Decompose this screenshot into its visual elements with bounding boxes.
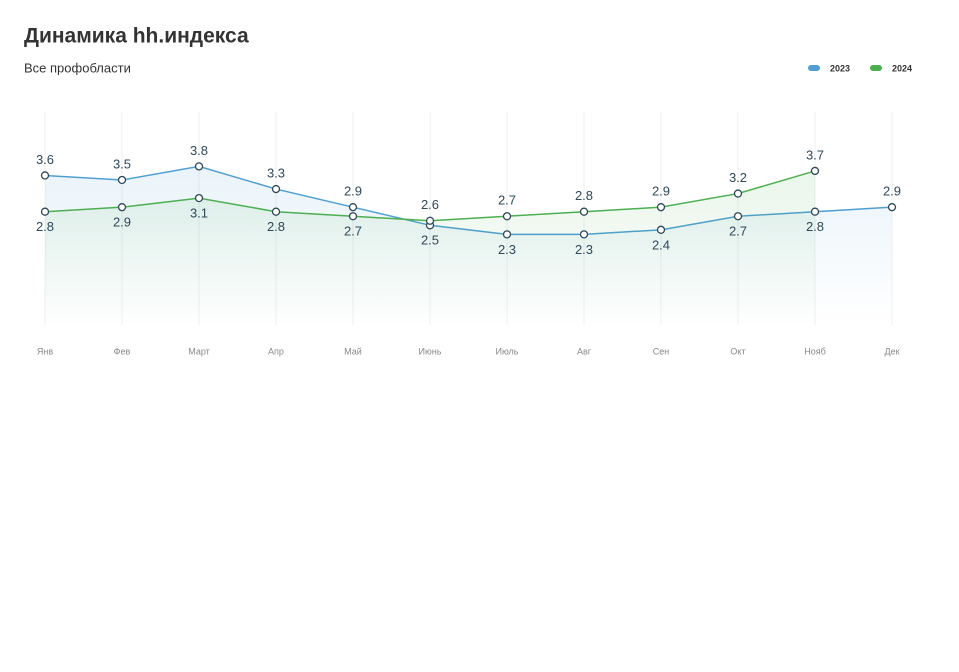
- data-label: 2.4: [652, 237, 670, 252]
- point: [271, 184, 281, 194]
- point: [579, 207, 589, 216]
- point: [810, 166, 820, 176]
- data-label: 2.7: [498, 193, 516, 208]
- x-tick-label: Сен: [653, 346, 670, 356]
- x-tick-label: Апр: [268, 346, 284, 356]
- x-tick-label: Июнь: [419, 346, 442, 356]
- data-label: 2.3: [575, 242, 593, 257]
- x-tick-label: Авг: [577, 346, 592, 356]
- chart-title: Динамика hh.индекса: [24, 25, 249, 48]
- point: [194, 162, 204, 171]
- data-label: 2.8: [575, 188, 593, 203]
- data-label: 2.8: [267, 219, 285, 234]
- point: [656, 225, 666, 234]
- data-label: 2.6: [421, 197, 439, 212]
- data-label: 2.9: [883, 184, 901, 199]
- area: [45, 170, 815, 325]
- x-tick-label: Дек: [884, 346, 899, 356]
- x-tick-label: Окт: [730, 346, 745, 356]
- point: [502, 230, 512, 239]
- point: [194, 193, 204, 203]
- point: [348, 203, 358, 212]
- legend-swatch: [870, 65, 882, 71]
- point: [733, 212, 743, 221]
- point: [117, 203, 127, 212]
- point: [579, 230, 589, 239]
- x-tick-label: Фев: [114, 346, 131, 356]
- x-tick-label: Июль: [496, 346, 519, 356]
- data-label: 2.9: [652, 184, 670, 199]
- x-tick-label: Март: [188, 346, 210, 356]
- data-label: 2.8: [36, 219, 54, 234]
- data-label: 3.3: [267, 165, 285, 180]
- data-label: 3.2: [729, 170, 747, 185]
- legend-label: 2023: [830, 63, 850, 73]
- data-label: 3.6: [36, 152, 54, 167]
- data-label: 2.9: [113, 215, 131, 230]
- point: [271, 207, 281, 216]
- data-label: 2.7: [729, 224, 747, 239]
- data-label: 3.8: [190, 143, 208, 158]
- point: [502, 212, 512, 221]
- legend-swatch: [808, 65, 820, 71]
- x-tick-label: Нояб: [804, 346, 826, 356]
- data-label: 2.5: [421, 233, 439, 248]
- legend-label: 2024: [892, 63, 912, 73]
- point: [887, 203, 897, 212]
- point: [656, 203, 666, 212]
- chart-subtitle: Все профобласти: [24, 60, 131, 75]
- data-label: 3.1: [190, 206, 208, 221]
- data-label: 2.3: [498, 242, 516, 257]
- point: [425, 216, 435, 225]
- point: [348, 212, 358, 221]
- data-label: 2.7: [344, 224, 362, 239]
- point: [733, 189, 743, 198]
- point: [810, 207, 820, 216]
- point: [40, 207, 50, 216]
- point: [117, 175, 127, 185]
- x-tick-label: Май: [344, 346, 362, 356]
- x-tick-label: Янв: [37, 346, 53, 356]
- data-label: 2.9: [344, 184, 362, 199]
- data-label: 2.8: [806, 219, 824, 234]
- data-label: 3.7: [806, 147, 824, 162]
- point: [40, 171, 50, 180]
- data-label: 3.5: [113, 156, 131, 171]
